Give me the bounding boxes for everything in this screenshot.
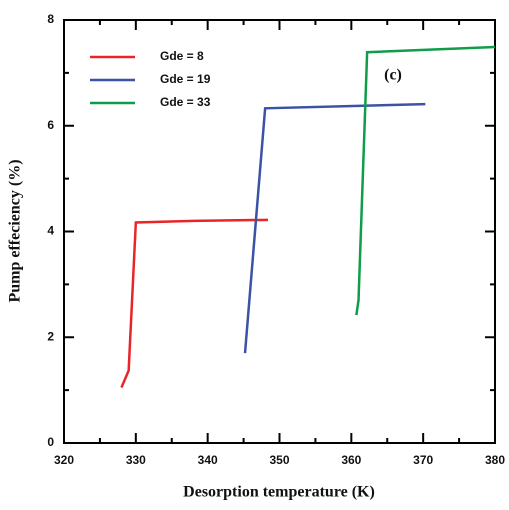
x-tick-label: 360 [341, 453, 361, 467]
y-tick-label: 4 [47, 224, 54, 238]
y-axis-label: Pump effeciency (%) [7, 159, 24, 302]
x-tick-label: 350 [269, 453, 289, 467]
x-tick-label: 330 [126, 453, 146, 467]
annotation: (c) [384, 67, 402, 84]
x-tick-label: 340 [198, 453, 218, 467]
y-tick-label: 2 [47, 329, 54, 343]
x-tick-label: 380 [485, 453, 505, 467]
data-line [355, 45, 496, 316]
x-tick-label: 320 [54, 453, 74, 467]
y-tick-label: 6 [47, 118, 54, 132]
data-line [120, 218, 269, 388]
legend-label: Gde = 8 [160, 49, 204, 63]
x-tick-label: 370 [413, 453, 433, 467]
legend-label: Gde = 33 [160, 95, 211, 109]
legend-label: Gde = 19 [160, 72, 211, 86]
x-axis-label: Desorption temperature (K) [183, 484, 375, 501]
y-tick-label: 0 [47, 435, 54, 449]
data-line [243, 102, 426, 354]
plot-frame [63, 19, 496, 444]
y-tick-label: 8 [47, 12, 54, 26]
